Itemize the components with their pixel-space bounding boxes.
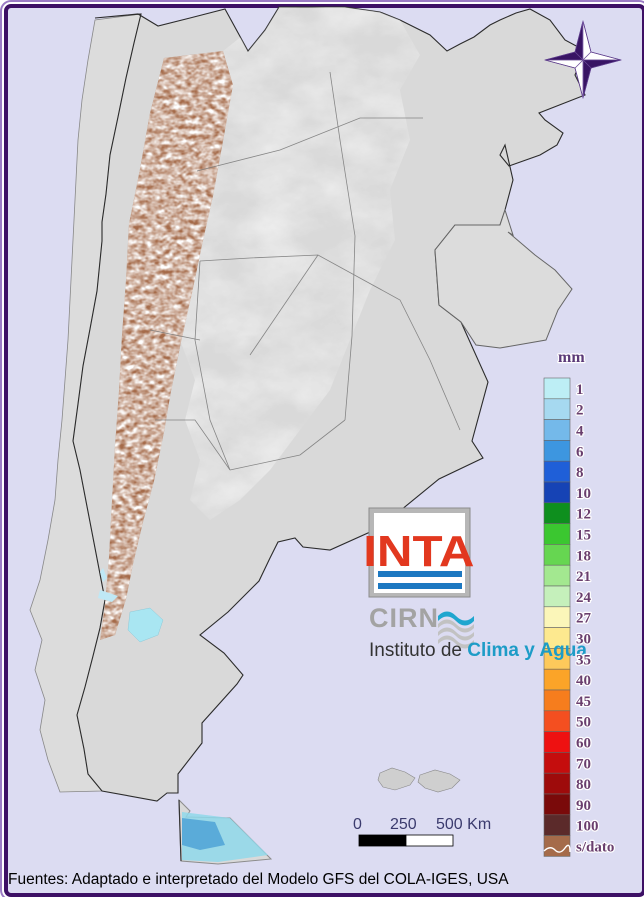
svg-text:250: 250 — [390, 816, 417, 833]
svg-text:35: 35 — [576, 652, 591, 668]
svg-text:8: 8 — [576, 465, 584, 481]
svg-text:12: 12 — [576, 507, 591, 523]
svg-text:80: 80 — [576, 777, 591, 793]
svg-text:mm: mm — [558, 349, 585, 366]
svg-text:2: 2 — [576, 403, 584, 419]
svg-text:21: 21 — [576, 569, 591, 585]
svg-text:24: 24 — [576, 590, 592, 606]
svg-text:30: 30 — [576, 632, 591, 648]
svg-text:90: 90 — [576, 798, 591, 814]
svg-text:100: 100 — [576, 819, 599, 835]
svg-text:10: 10 — [576, 486, 591, 502]
svg-text:18: 18 — [576, 548, 591, 564]
svg-text:27: 27 — [576, 611, 592, 627]
svg-text:45: 45 — [576, 694, 591, 710]
svg-text:CIRN: CIRN — [369, 603, 439, 633]
svg-text:4: 4 — [576, 424, 584, 440]
svg-text:15: 15 — [576, 528, 591, 544]
svg-text:500 Km: 500 Km — [436, 816, 491, 833]
svg-text:Fuentes: Adaptado e interpreta: Fuentes: Adaptado e interpretado del Mod… — [8, 871, 509, 888]
svg-text:s/dato: s/dato — [576, 840, 614, 856]
svg-text:40: 40 — [576, 673, 591, 689]
svg-text:6: 6 — [576, 444, 584, 460]
svg-text:60: 60 — [576, 736, 591, 752]
svg-text:0: 0 — [353, 816, 362, 833]
svg-text:70: 70 — [576, 756, 591, 772]
svg-text:INTA: INTA — [363, 526, 474, 575]
svg-text:50: 50 — [576, 715, 591, 731]
svg-text:1: 1 — [576, 382, 584, 398]
svg-text:Instituto de Clima y Agua: Instituto de Clima y Agua — [369, 640, 587, 661]
